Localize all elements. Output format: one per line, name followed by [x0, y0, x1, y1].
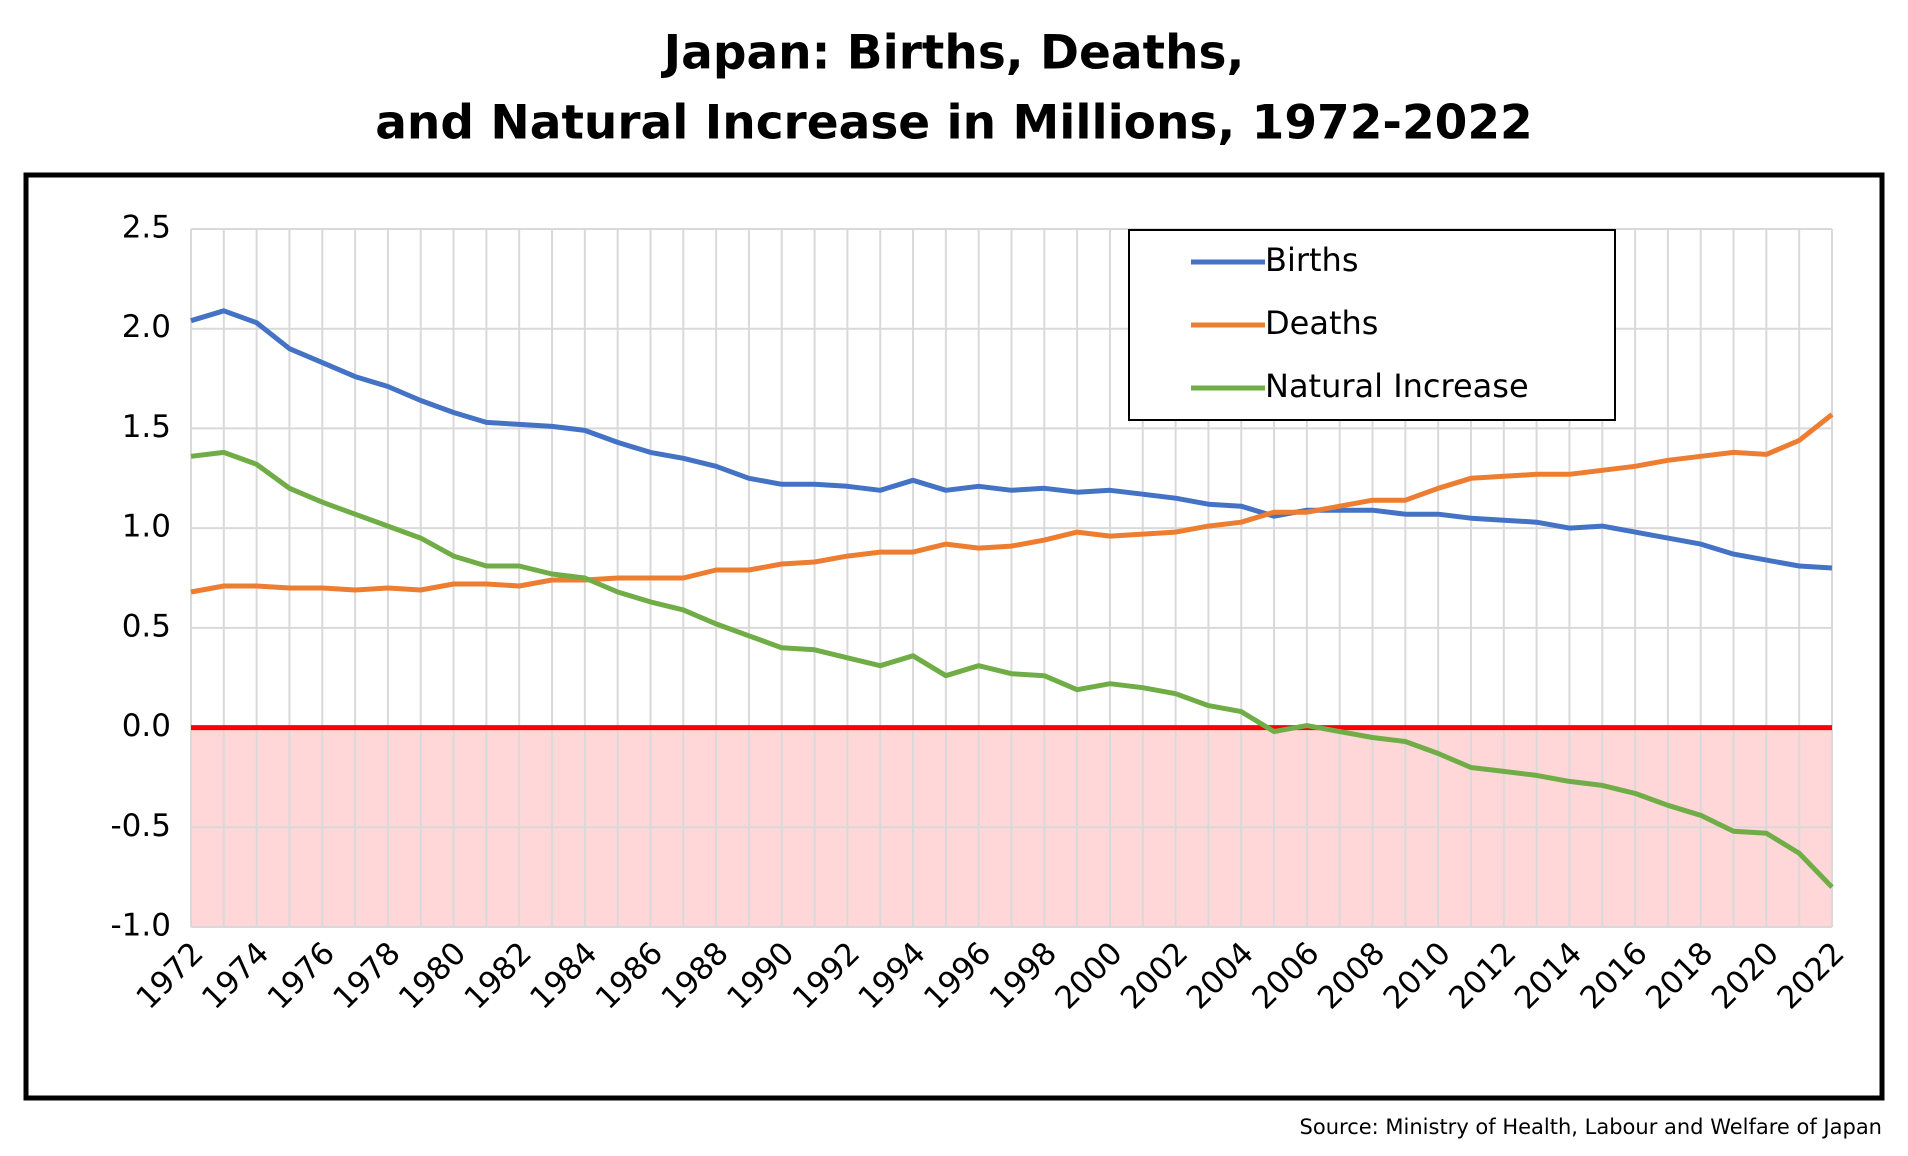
- x-tick-label: 1992: [786, 935, 867, 1016]
- legend-label: Natural Increase: [1265, 367, 1529, 405]
- x-tick-label: 1988: [655, 935, 736, 1016]
- x-tick-label: 2018: [1639, 935, 1720, 1016]
- x-tick-label: 2014: [1508, 935, 1589, 1016]
- y-tick-label: 2.0: [122, 309, 171, 345]
- x-tick-label: 1990: [720, 935, 801, 1016]
- series-line: [190, 308, 1833, 571]
- y-tick-label: -0.5: [111, 808, 172, 844]
- x-tick-label: 2002: [1114, 935, 1195, 1016]
- x-tick-label: 1972: [129, 935, 210, 1016]
- x-tick-label: 1976: [261, 935, 342, 1016]
- x-tick-label: 2008: [1311, 935, 1392, 1016]
- x-tick-label: 1980: [392, 935, 473, 1016]
- chart-title: and Natural Increase in Millions, 1972-2…: [375, 96, 1533, 151]
- x-tick-label: 2010: [1377, 935, 1458, 1016]
- series-line: [190, 412, 1834, 595]
- x-tick-label: 1996: [917, 935, 998, 1016]
- x-tick-label: 1978: [326, 935, 407, 1016]
- y-tick-label: 1.0: [122, 509, 171, 545]
- series-line: [190, 449, 1834, 889]
- x-tick-label: 1986: [589, 935, 670, 1016]
- x-tick-label: 2022: [1770, 935, 1851, 1016]
- x-tick-label: 2012: [1442, 935, 1523, 1016]
- y-tick-label: 1.5: [122, 409, 171, 445]
- x-tick-label: 2016: [1573, 935, 1654, 1016]
- x-tick-label: 2020: [1705, 935, 1786, 1016]
- x-tick-label: 2006: [1245, 935, 1326, 1016]
- y-tick-label: 2.5: [122, 210, 171, 246]
- legend-label: Births: [1265, 241, 1359, 279]
- x-tick-label: 2000: [1048, 935, 1129, 1016]
- x-tick-label: 1998: [983, 935, 1064, 1016]
- source: Source: Ministry of Health, Labour and W…: [1300, 1115, 1882, 1139]
- y-tick-label: 0.0: [122, 708, 171, 744]
- chart-title: Japan: Births, Deaths,: [661, 26, 1245, 81]
- x-tick-label: 1982: [458, 935, 539, 1016]
- x-tick-label: 2004: [1180, 935, 1261, 1016]
- plot-area: -1.0-0.50.00.51.01.52.02.519721974197619…: [111, 210, 1852, 1017]
- x-tick-label: 1974: [195, 935, 276, 1016]
- y-tick-label: -1.0: [111, 908, 172, 944]
- x-tick-label: 1984: [523, 935, 604, 1016]
- legend-label: Deaths: [1265, 304, 1378, 342]
- x-tick-label: 1994: [851, 935, 932, 1016]
- y-tick-label: 0.5: [122, 608, 171, 644]
- chart-frame: [23, 172, 1885, 1101]
